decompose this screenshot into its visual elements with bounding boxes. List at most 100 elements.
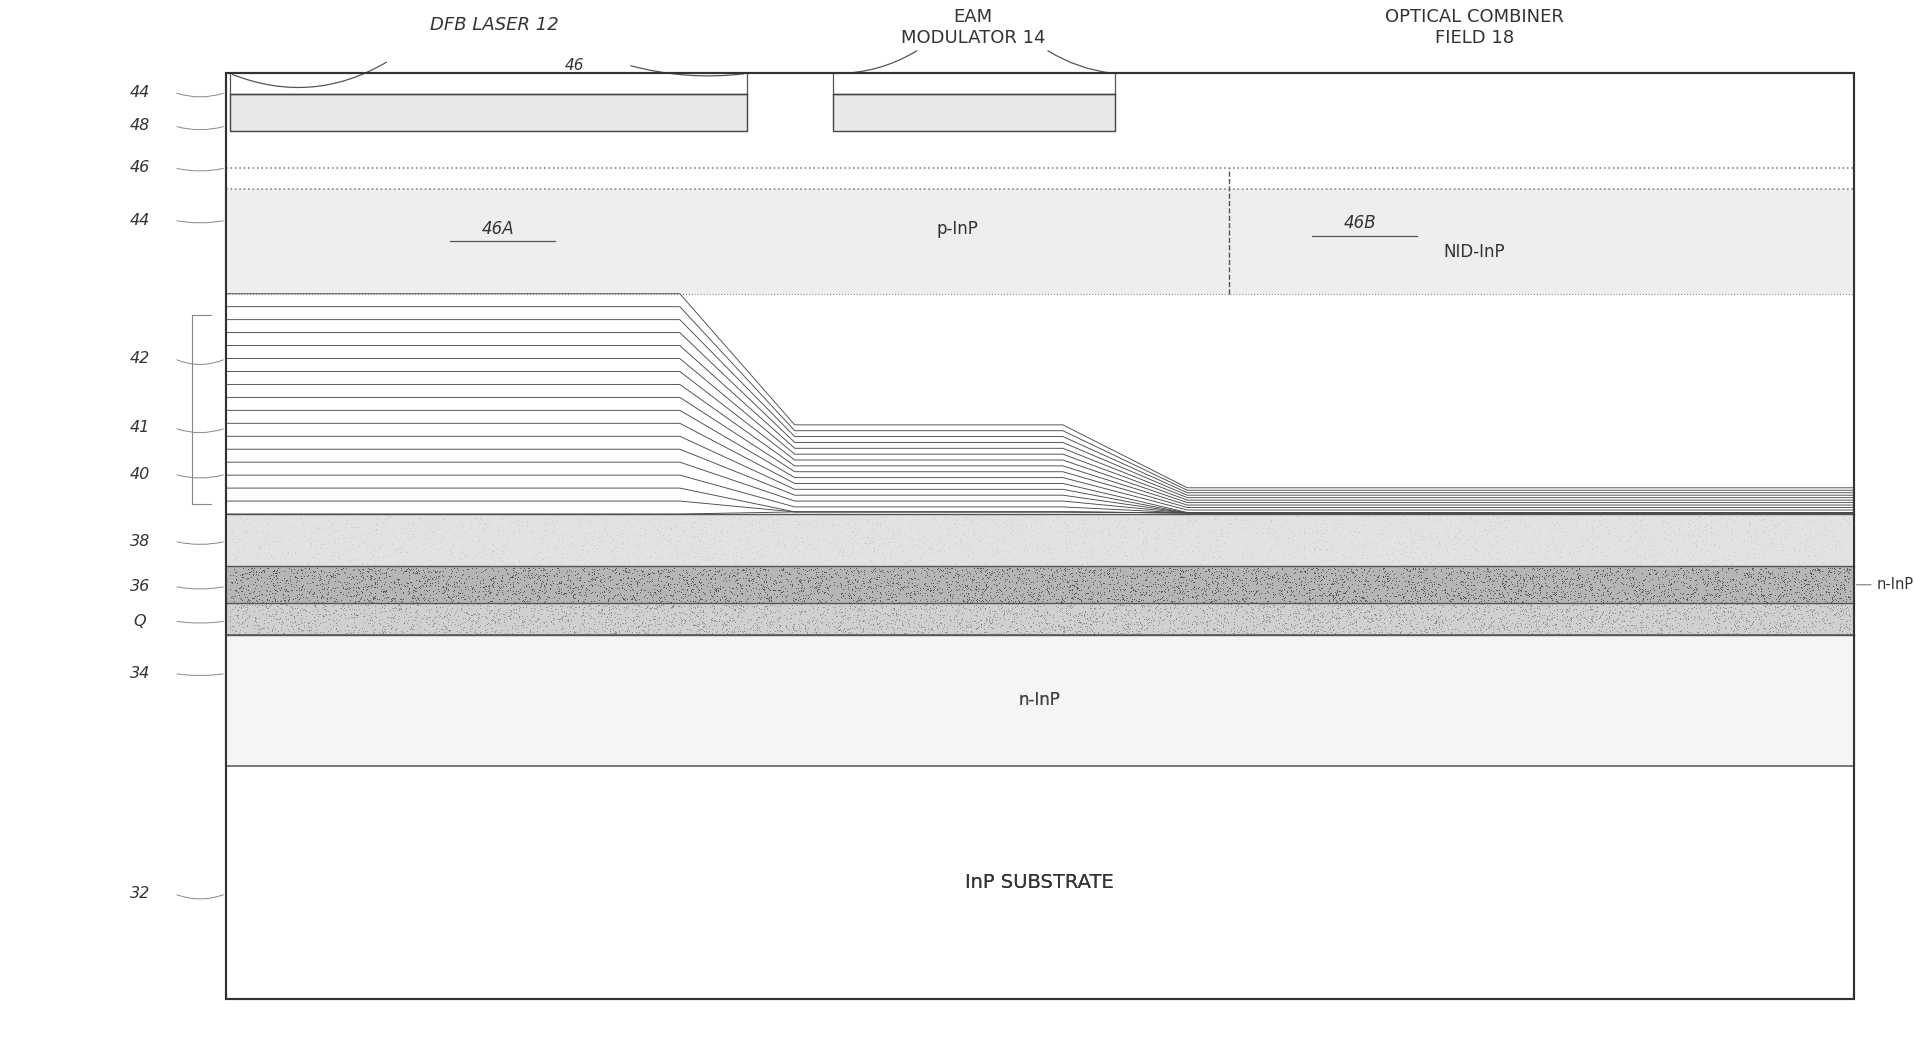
Point bbox=[1627, 590, 1658, 606]
Point bbox=[926, 540, 957, 557]
Point bbox=[961, 531, 991, 548]
Point bbox=[607, 534, 637, 551]
Point bbox=[1652, 515, 1682, 532]
Point bbox=[1591, 581, 1621, 598]
Point bbox=[1757, 604, 1788, 621]
Point bbox=[1784, 534, 1814, 551]
Point bbox=[1659, 544, 1690, 561]
Point bbox=[1212, 604, 1242, 621]
Point bbox=[1665, 515, 1696, 532]
Point bbox=[1273, 608, 1303, 625]
Point bbox=[1323, 586, 1353, 603]
Point bbox=[718, 612, 748, 628]
Point bbox=[1334, 607, 1365, 624]
Point bbox=[1407, 531, 1437, 548]
Point bbox=[1319, 625, 1349, 642]
Point bbox=[1615, 569, 1646, 585]
Point bbox=[831, 533, 861, 550]
Point bbox=[1763, 570, 1793, 586]
Point bbox=[1300, 592, 1330, 608]
Point bbox=[1648, 585, 1679, 602]
Point bbox=[1370, 544, 1401, 561]
Point bbox=[1034, 624, 1064, 641]
Point bbox=[1139, 522, 1169, 539]
Point bbox=[1208, 611, 1238, 627]
Point bbox=[1171, 606, 1202, 623]
Point bbox=[230, 623, 260, 640]
Point bbox=[1736, 596, 1767, 613]
Point bbox=[813, 619, 844, 636]
Point bbox=[1820, 540, 1851, 557]
Point bbox=[1183, 542, 1213, 559]
Point bbox=[1462, 587, 1493, 604]
Point bbox=[953, 600, 984, 617]
Point bbox=[1076, 616, 1106, 633]
Point bbox=[1041, 568, 1072, 584]
Point bbox=[787, 602, 817, 619]
Point bbox=[1380, 573, 1411, 590]
Point bbox=[674, 605, 704, 622]
Point bbox=[704, 607, 735, 624]
Point bbox=[888, 602, 919, 619]
Point bbox=[1592, 521, 1623, 538]
Point bbox=[792, 514, 823, 531]
Point bbox=[1072, 611, 1102, 627]
Point bbox=[1118, 596, 1148, 613]
Point bbox=[1168, 550, 1198, 566]
Point bbox=[1227, 548, 1257, 564]
Point bbox=[287, 600, 318, 617]
Point bbox=[1466, 614, 1497, 630]
Point bbox=[323, 550, 354, 566]
Point bbox=[331, 599, 362, 616]
Point bbox=[1263, 529, 1294, 545]
Point bbox=[1363, 586, 1393, 603]
Point bbox=[833, 594, 863, 611]
Point bbox=[1502, 597, 1533, 614]
Point bbox=[1615, 617, 1646, 634]
Point bbox=[1196, 526, 1227, 542]
Point bbox=[1279, 564, 1309, 581]
Point bbox=[687, 549, 718, 565]
Point bbox=[1512, 586, 1543, 603]
Point bbox=[800, 577, 831, 594]
Point bbox=[643, 568, 674, 584]
Point bbox=[392, 575, 423, 592]
Point bbox=[1127, 529, 1158, 545]
Point bbox=[1472, 568, 1502, 584]
Point bbox=[524, 513, 555, 530]
Point bbox=[492, 574, 523, 591]
Point bbox=[1738, 573, 1769, 590]
Point bbox=[398, 587, 429, 604]
Point bbox=[1221, 574, 1252, 591]
Point bbox=[410, 575, 440, 592]
Point bbox=[1349, 604, 1380, 621]
Point bbox=[325, 584, 356, 601]
Point bbox=[1078, 600, 1108, 617]
Point bbox=[1522, 590, 1552, 606]
Point bbox=[580, 528, 611, 544]
Point bbox=[431, 579, 461, 596]
Point bbox=[1436, 624, 1466, 641]
Point bbox=[1074, 608, 1104, 625]
Point bbox=[936, 573, 967, 590]
Point bbox=[802, 575, 833, 592]
Point bbox=[1202, 563, 1233, 580]
Point bbox=[1068, 609, 1099, 626]
Point bbox=[226, 615, 256, 631]
Point bbox=[1192, 555, 1223, 572]
Point bbox=[434, 564, 465, 581]
Point bbox=[1650, 566, 1680, 583]
Point bbox=[1028, 541, 1058, 558]
Point bbox=[921, 619, 951, 636]
Point bbox=[1217, 563, 1248, 580]
Point bbox=[1694, 602, 1725, 619]
Point bbox=[283, 561, 314, 578]
Point bbox=[628, 621, 658, 638]
Point bbox=[1698, 580, 1728, 597]
Point bbox=[1305, 528, 1336, 544]
Point bbox=[1621, 547, 1652, 563]
Point bbox=[555, 543, 586, 560]
Point bbox=[1656, 522, 1686, 539]
Point bbox=[568, 605, 599, 622]
Point bbox=[521, 575, 551, 592]
